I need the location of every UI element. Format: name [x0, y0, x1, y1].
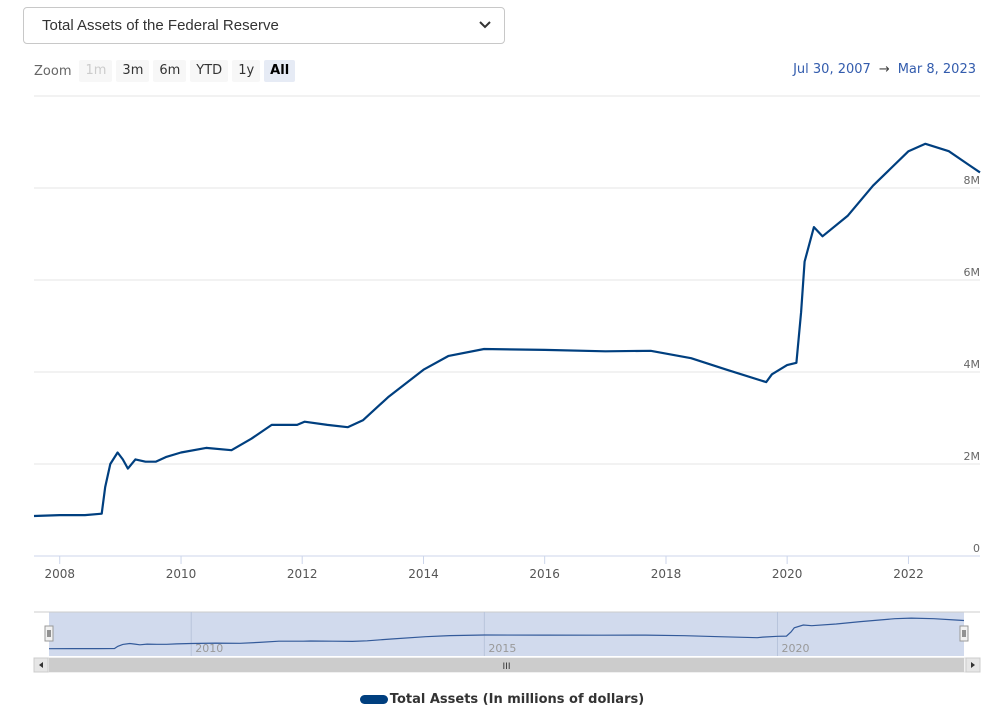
- chevron-down-icon: [479, 21, 491, 29]
- y-tick-label: 8M: [964, 174, 981, 187]
- legend: Total Assets (In millions of dollars): [0, 692, 1004, 708]
- zoom-button-3m[interactable]: 3m: [116, 60, 150, 82]
- y-tick-label: 0: [973, 542, 980, 555]
- x-axis: 2008 2010 2012 2014 2016 2018 2020 2022: [34, 555, 980, 581]
- x-tick-label: 2008: [44, 567, 75, 581]
- y-tick-label: 4M: [964, 358, 981, 371]
- zoom-button-ytd[interactable]: YTD: [190, 60, 229, 82]
- range-to-input[interactable]: Mar 8, 2023: [897, 62, 976, 77]
- y-tick-label: 6M: [964, 266, 981, 279]
- x-tick-label: 2012: [287, 567, 318, 581]
- x-tick-label: 2022: [893, 567, 924, 581]
- navigator[interactable]: 2010 2015 2020 III: [33, 611, 981, 673]
- navigator-series-line: [48, 617, 965, 650]
- navigator-right-handle[interactable]: [959, 625, 969, 642]
- scroll-left-arrow-icon: [39, 662, 43, 668]
- y-tick-label: 2M: [964, 450, 981, 463]
- navigator-left-handle[interactable]: [44, 625, 54, 642]
- navigator-tick-label: 2015: [488, 642, 516, 655]
- range-from-input[interactable]: Jul 30, 2007: [793, 62, 871, 77]
- legend-item-total-assets[interactable]: Total Assets (In millions of dollars): [359, 692, 645, 707]
- dataset-select-value: Total Assets of the Federal Reserve: [42, 17, 279, 34]
- legend-swatch-icon: [359, 695, 388, 704]
- scrollbar-grip-icon: III: [503, 662, 511, 672]
- legend-label: Total Assets (In millions of dollars): [389, 692, 645, 707]
- navigator-tick-label: 2020: [781, 642, 809, 655]
- zoom-label: Zoom: [34, 63, 72, 79]
- x-tick-label: 2020: [772, 567, 803, 581]
- x-tick-label: 2016: [529, 567, 560, 581]
- zoom-button-6m[interactable]: 6m: [153, 60, 187, 82]
- y-axis-labels: 0 2M 4M 6M 8M: [964, 174, 981, 555]
- zoom-button-1y[interactable]: 1y: [232, 60, 261, 82]
- zoom-toolbar: Zoom 1m 3m 6m YTD 1y All: [34, 59, 299, 83]
- date-range: Jul 30, 2007 → Mar 8, 2023: [793, 62, 976, 77]
- range-arrow: →: [878, 62, 890, 77]
- x-tick-label: 2010: [166, 567, 197, 581]
- scroll-right-arrow-icon: [971, 662, 975, 668]
- grid-layer: [34, 95, 980, 465]
- x-tick-label: 2014: [408, 567, 439, 581]
- zoom-button-all[interactable]: All: [264, 60, 296, 82]
- series-layer: [33, 142, 981, 518]
- x-tick-label: 2018: [651, 567, 682, 581]
- scrollbar-thumb[interactable]: [49, 658, 964, 672]
- navigator-tick-label: 2010: [195, 642, 223, 655]
- zoom-button-1m[interactable]: 1m: [79, 60, 113, 82]
- series-line-total-assets[interactable]: [33, 142, 981, 518]
- dataset-select[interactable]: Total Assets of the Federal Reserve: [23, 7, 505, 44]
- navigator-selection[interactable]: [49, 612, 964, 656]
